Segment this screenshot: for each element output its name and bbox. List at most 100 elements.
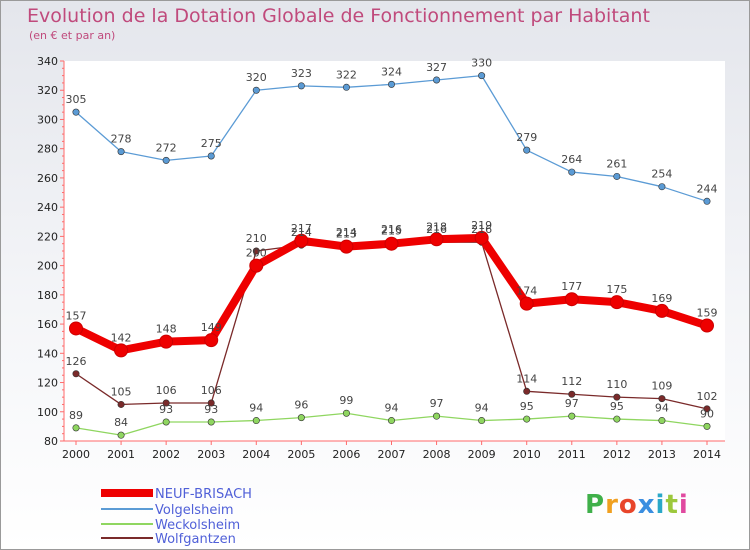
data-label: 272 xyxy=(156,141,177,154)
data-label: 94 xyxy=(385,402,399,415)
data-label: 216 xyxy=(381,223,402,236)
data-point xyxy=(114,343,129,358)
data-point xyxy=(117,148,125,156)
data-label: 330 xyxy=(471,57,492,70)
data-point xyxy=(252,247,260,255)
proxiti-logo: Proxiti xyxy=(585,490,689,520)
data-point xyxy=(117,431,125,439)
data-point xyxy=(249,258,264,273)
legend-label: Weckolsheim xyxy=(155,518,240,533)
data-label: 114 xyxy=(516,372,537,385)
x-tick-label: 2000 xyxy=(62,448,90,461)
data-label: 149 xyxy=(201,321,222,334)
data-point xyxy=(429,232,444,247)
x-tick-label: 2011 xyxy=(558,448,586,461)
data-label: 90 xyxy=(700,407,714,420)
data-point xyxy=(474,230,489,245)
data-label: 264 xyxy=(561,153,582,166)
data-point xyxy=(609,295,624,310)
data-label: 216 xyxy=(426,223,447,236)
x-tick-label: 2010 xyxy=(513,448,541,461)
data-point xyxy=(294,233,309,248)
data-point xyxy=(384,236,399,251)
data-label: 110 xyxy=(606,378,627,391)
data-label: 320 xyxy=(246,71,267,84)
data-label: 109 xyxy=(651,380,672,393)
data-label: 254 xyxy=(651,168,672,181)
data-point xyxy=(703,197,711,205)
data-label: 323 xyxy=(291,67,312,80)
data-label: 214 xyxy=(291,226,312,239)
data-point xyxy=(700,318,714,333)
plot-area xyxy=(64,61,725,441)
data-point xyxy=(523,415,531,423)
logo-letter: i xyxy=(655,490,666,520)
data-point xyxy=(613,172,621,180)
data-point xyxy=(658,417,666,425)
data-label: 126 xyxy=(66,355,87,368)
data-point xyxy=(478,72,486,80)
data-label: 95 xyxy=(520,400,534,413)
data-label: 148 xyxy=(156,323,177,336)
x-tick-label: 2003 xyxy=(197,448,225,461)
data-point xyxy=(342,83,350,91)
data-point xyxy=(297,82,305,90)
data-label: 159 xyxy=(697,307,718,320)
x-tick-label: 2013 xyxy=(648,448,676,461)
data-label: 327 xyxy=(426,61,447,74)
data-label: 244 xyxy=(697,182,718,195)
data-label: 278 xyxy=(111,133,132,146)
legend-label: Wolfgantzen xyxy=(155,532,236,547)
data-point xyxy=(654,303,669,318)
data-label: 94 xyxy=(655,402,669,415)
data-point xyxy=(658,183,666,191)
data-point xyxy=(207,418,215,426)
data-point xyxy=(523,387,531,395)
data-label: 95 xyxy=(610,400,624,413)
data-label: 200 xyxy=(246,247,267,260)
data-point xyxy=(433,76,441,84)
data-point xyxy=(658,395,666,403)
data-label: 177 xyxy=(561,280,582,293)
logo-letter: r xyxy=(605,490,619,520)
data-point xyxy=(204,333,219,348)
data-point xyxy=(342,409,350,417)
x-tick-label: 2002 xyxy=(152,448,180,461)
data-label: 89 xyxy=(69,409,83,422)
logo-letter: x xyxy=(637,490,656,520)
data-label: 215 xyxy=(381,225,402,238)
y-tick-label: 100 xyxy=(37,406,58,419)
y-tick-label: 160 xyxy=(37,318,58,331)
data-label: 96 xyxy=(294,399,308,412)
chart-subtitle: (en € et par an) xyxy=(29,29,116,42)
y-tick-label: 300 xyxy=(37,113,58,126)
y-tick-label: 240 xyxy=(37,201,58,214)
data-label: 93 xyxy=(204,403,218,416)
data-label: 106 xyxy=(156,384,177,397)
data-point xyxy=(72,370,80,378)
data-point xyxy=(72,424,80,432)
x-tick-label: 2004 xyxy=(242,448,270,461)
data-point xyxy=(523,146,531,154)
chart-title: Evolution de la Dotation Globale de Fonc… xyxy=(27,5,650,27)
data-label: 157 xyxy=(66,309,87,322)
data-point xyxy=(703,422,711,430)
y-tick-label: 140 xyxy=(37,347,58,360)
data-label: 219 xyxy=(471,219,492,232)
y-tick-label: 340 xyxy=(37,55,58,68)
data-point xyxy=(568,412,576,420)
data-label: 169 xyxy=(651,292,672,305)
data-point xyxy=(117,400,125,408)
logo-letter: i xyxy=(678,490,689,520)
x-tick-label: 2005 xyxy=(287,448,315,461)
data-label: 106 xyxy=(201,384,222,397)
data-label: 102 xyxy=(697,390,718,403)
data-label: 275 xyxy=(201,137,222,150)
x-tick-label: 2006 xyxy=(332,448,360,461)
data-point xyxy=(162,156,170,164)
data-point xyxy=(703,405,711,413)
data-label: 94 xyxy=(475,402,489,415)
data-label: 322 xyxy=(336,68,357,81)
data-point xyxy=(568,168,576,176)
data-label: 214 xyxy=(336,226,357,239)
